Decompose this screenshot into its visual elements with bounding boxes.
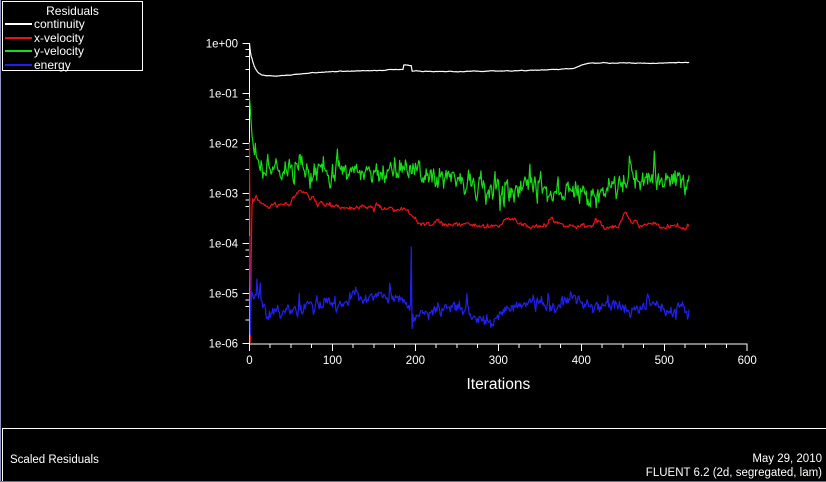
x-tick-label: 300 — [489, 355, 508, 367]
legend-title: Residuals — [46, 3, 99, 18]
legend-label: energy — [34, 58, 71, 73]
series-continuity-line — [248, 43, 690, 77]
series-y-velocity-line — [248, 97, 690, 212]
x-tick-label: 400 — [572, 355, 591, 367]
caption-title: Scaled Residuals — [10, 454, 99, 466]
x-tick-label: 500 — [655, 355, 674, 367]
caption-bar: Scaled Residuals May 29, 2010 FLUENT 6.2… — [2, 428, 826, 482]
legend-swatch-energy — [5, 64, 32, 67]
y-tick-label: 1e-06 — [209, 339, 238, 351]
caption-app-version: FLUENT 6.2 (2d, segregated, lam) — [645, 466, 822, 479]
y-tick-label: 1e-01 — [209, 88, 238, 100]
legend-label: continuity — [34, 17, 85, 32]
legend-swatch-continuity — [5, 23, 32, 26]
legend-label: y-velocity — [34, 44, 85, 59]
caption-meta: May 29, 2010 FLUENT 6.2 (2d, segregated,… — [646, 453, 822, 480]
y-tick-label: 1e-04 — [209, 239, 239, 251]
x-tick-label: 600 — [738, 355, 757, 367]
legend-item-x-velocity: x-velocity — [3, 31, 142, 45]
x-tick-label: 0 — [246, 355, 252, 367]
legend-item-y-velocity: y-velocity — [3, 45, 142, 59]
legend-item-energy: energy — [3, 58, 142, 72]
series-energy-line — [248, 236, 690, 336]
y-tick-label: 1e-03 — [209, 189, 238, 201]
legend-items: continuity x-velocity y-velocity energy — [3, 18, 142, 72]
series-x-velocity-line — [248, 142, 690, 343]
legend-label: x-velocity — [34, 30, 85, 45]
y-tick-label: 1e+00 — [206, 38, 238, 50]
legend-item-continuity: continuity — [3, 18, 142, 32]
window-frame-left-edge — [0, 0, 1, 482]
y-tick-label: 1e-05 — [209, 289, 238, 301]
legend-swatch-y-velocity — [5, 50, 32, 53]
y-tick-label: 1e-02 — [209, 138, 238, 150]
x-tick-label: 200 — [406, 355, 425, 367]
x-tick-label: 100 — [323, 355, 342, 367]
x-axis-title: Iterations — [466, 376, 530, 393]
legend-swatch-x-velocity — [5, 36, 32, 39]
legend-box: Residuals continuity x-velocity y-velocity… — [2, 1, 143, 71]
caption-date: May 29, 2010 — [752, 453, 822, 465]
